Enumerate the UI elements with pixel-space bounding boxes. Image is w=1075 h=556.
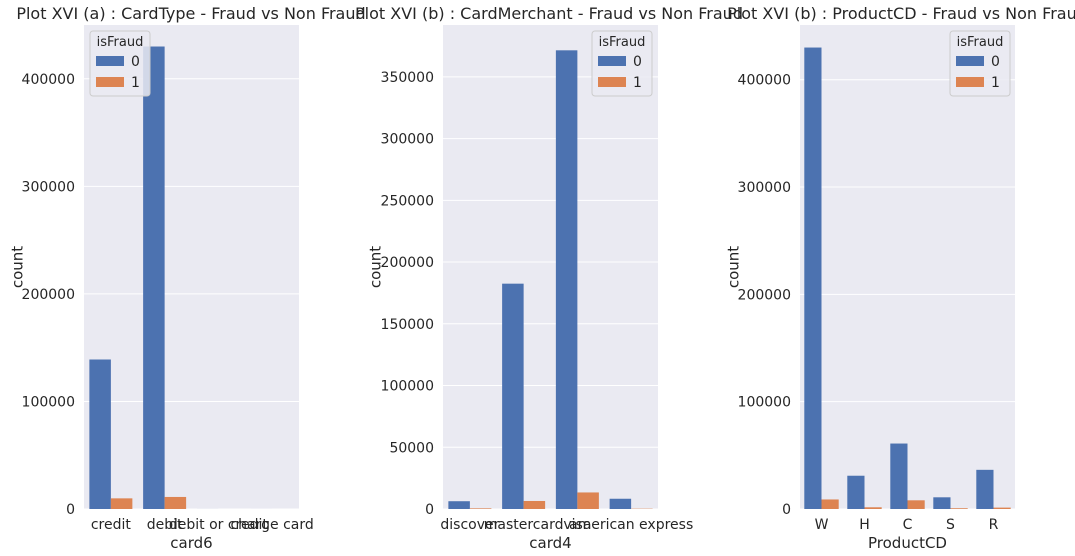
y-tick-label: 100000	[738, 395, 791, 411]
plot-background	[800, 25, 1015, 509]
y-tick-label: 400000	[22, 72, 75, 88]
legend-title: isFraud	[957, 35, 1004, 50]
x-axis-label: card4	[529, 534, 571, 552]
x-tick-label: S	[946, 517, 955, 533]
y-tick-label: 50000	[389, 440, 434, 456]
y-tick-label: 350000	[381, 70, 434, 86]
y-tick-label: 400000	[738, 73, 791, 89]
x-tick-label: discover	[440, 517, 499, 533]
x-tick-label: R	[989, 517, 999, 533]
y-tick-label: 0	[782, 502, 791, 518]
legend-title: isFraud	[599, 35, 646, 50]
y-tick-label: 100000	[22, 394, 75, 410]
x-tick-label: C	[903, 517, 913, 533]
bar-non-fraud	[933, 497, 951, 509]
bar-fraud	[907, 500, 925, 509]
legend: isFraud 0 1	[591, 30, 653, 97]
chart-title: Plot XVI (a) : CardType - Fraud vs Non F…	[16, 4, 365, 23]
legend-swatch	[956, 56, 984, 66]
x-tick-label: charge card	[230, 517, 313, 533]
y-tick-label: 0	[66, 502, 75, 518]
legend: isFraud 0 1	[949, 30, 1011, 97]
bar-non-fraud	[448, 501, 470, 509]
x-tick-label: american express	[569, 517, 693, 533]
legend-label: 1	[991, 75, 1000, 91]
bar-fraud	[950, 508, 968, 509]
bar-fraud	[164, 496, 187, 509]
legend-swatch	[96, 56, 124, 66]
bar-fraud	[577, 492, 599, 509]
y-axis-label: count	[725, 246, 743, 288]
y-tick-label: 300000	[22, 179, 75, 195]
legend-swatch	[598, 77, 626, 87]
plot-background	[443, 25, 658, 509]
x-tick-label: mastercard	[484, 517, 564, 533]
y-axis-label: count	[9, 246, 27, 288]
legend: isFraud 0 1	[89, 30, 151, 97]
y-tick-label: 300000	[381, 132, 434, 148]
legend-swatch	[956, 77, 984, 87]
legend-label: 0	[633, 54, 642, 70]
bar-non-fraud	[555, 50, 578, 510]
chart-panel-1: 0 100000 200000 300000 400000 credit debitdebi…	[9, 4, 366, 552]
y-axis-label: count	[367, 246, 385, 288]
bar-fraud	[469, 508, 492, 509]
chart-title: Plot XVI (b) : ProductCD - Fraud vs Non …	[727, 4, 1075, 23]
bar-non-fraud	[976, 469, 994, 509]
y-tick-label: 150000	[381, 317, 434, 333]
legend-label: 0	[131, 54, 140, 70]
legend-label: 0	[991, 54, 1000, 70]
legend-label: 1	[131, 75, 140, 91]
bar-non-fraud	[89, 359, 111, 509]
x-tick-label: debit or credit	[169, 517, 269, 533]
bar-fraud	[110, 498, 133, 509]
bar-fraud	[993, 507, 1011, 509]
bar-non-fraud	[890, 443, 908, 509]
legend-title: isFraud	[97, 35, 144, 50]
bar-non-fraud	[143, 46, 165, 510]
x-tick-label: visa	[563, 517, 591, 533]
bar-non-fraud	[847, 475, 865, 509]
bar-non-fraud	[502, 283, 524, 509]
y-tick-label: 100000	[381, 379, 434, 395]
x-axis-label: ProductCD	[868, 534, 947, 552]
bar-fraud	[821, 499, 839, 509]
plot-background	[84, 25, 299, 509]
x-tick-label: H	[859, 517, 870, 533]
legend-swatch	[96, 77, 124, 87]
y-tick-label: 200000	[738, 287, 791, 303]
bar-non-fraud	[609, 498, 632, 509]
bar-non-fraud	[804, 47, 822, 509]
y-tick-label: 250000	[381, 193, 434, 209]
chart-panel-3: 0 100000 200000 300000 400000 W H C S R ProductCD c…	[725, 4, 1075, 552]
legend-swatch	[598, 56, 626, 66]
chart-title: Plot XVI (b) : CardMerchant - Fraud vs N…	[355, 4, 743, 23]
chart-panel-2: 0 50000 100000 150000 200000 250000 300000 3500…	[355, 4, 743, 552]
bar-fraud	[864, 507, 882, 509]
y-tick-label: 200000	[22, 287, 75, 303]
y-tick-label: 300000	[738, 180, 791, 196]
x-axis-label: card6	[170, 534, 212, 552]
bar-fraud	[523, 500, 546, 509]
x-tick-label: W	[815, 517, 829, 533]
x-tick-label: credit	[91, 517, 132, 533]
x-tick-label: debit	[147, 517, 183, 533]
legend-label: 1	[633, 75, 642, 91]
y-tick-label: 0	[425, 502, 434, 518]
y-tick-label: 200000	[381, 255, 434, 271]
